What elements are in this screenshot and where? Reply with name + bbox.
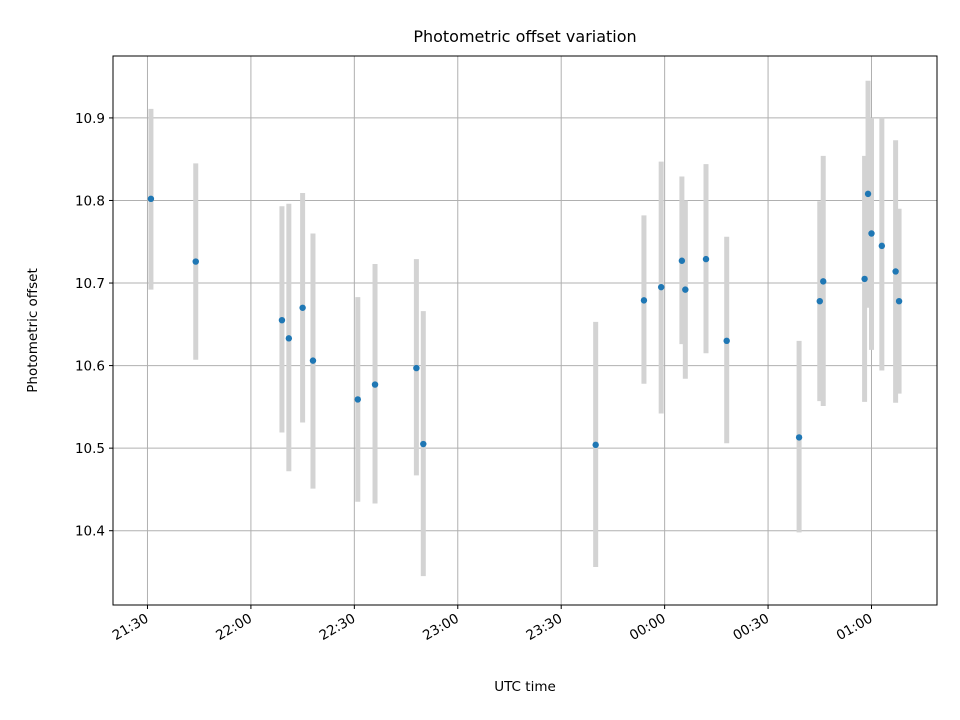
- y-tick-label: 10.9: [75, 111, 105, 127]
- data-point: [278, 316, 286, 324]
- data-point: [678, 257, 686, 264]
- data-point: [309, 357, 317, 364]
- data-point: [795, 434, 803, 441]
- data-point: [892, 268, 899, 275]
- data-point: [820, 278, 827, 285]
- data-point: [723, 337, 730, 345]
- data-point: [413, 364, 420, 372]
- data-point: [371, 381, 379, 388]
- y-tick-label: 10.7: [75, 276, 105, 292]
- x-axis-label: UTC time: [494, 679, 556, 695]
- data-point: [895, 297, 903, 305]
- data-point: [864, 190, 872, 198]
- data-point: [868, 230, 875, 237]
- y-axis-label: Photometric offset: [25, 268, 41, 392]
- data-point: [861, 275, 868, 283]
- data-point: [682, 286, 689, 293]
- y-tick-label: 10.8: [75, 193, 105, 209]
- data-point: [640, 297, 648, 304]
- data-point: [878, 242, 886, 250]
- data-point: [299, 304, 306, 311]
- data-point: [354, 396, 361, 403]
- data-points: [147, 190, 903, 449]
- data-point: [592, 441, 599, 449]
- data-point: [147, 195, 155, 203]
- y-tick-label: 10.4: [75, 524, 105, 540]
- data-point: [192, 258, 199, 265]
- y-tick-label: 10.5: [75, 441, 105, 457]
- data-point: [702, 255, 710, 263]
- chart-title: Photometric offset variation: [413, 27, 636, 46]
- data-point: [285, 335, 293, 342]
- data-point: [816, 297, 823, 305]
- data-point: [657, 283, 665, 291]
- y-tick-label: 10.6: [75, 359, 105, 375]
- data-point: [420, 440, 427, 448]
- plot-frame: [112, 55, 938, 606]
